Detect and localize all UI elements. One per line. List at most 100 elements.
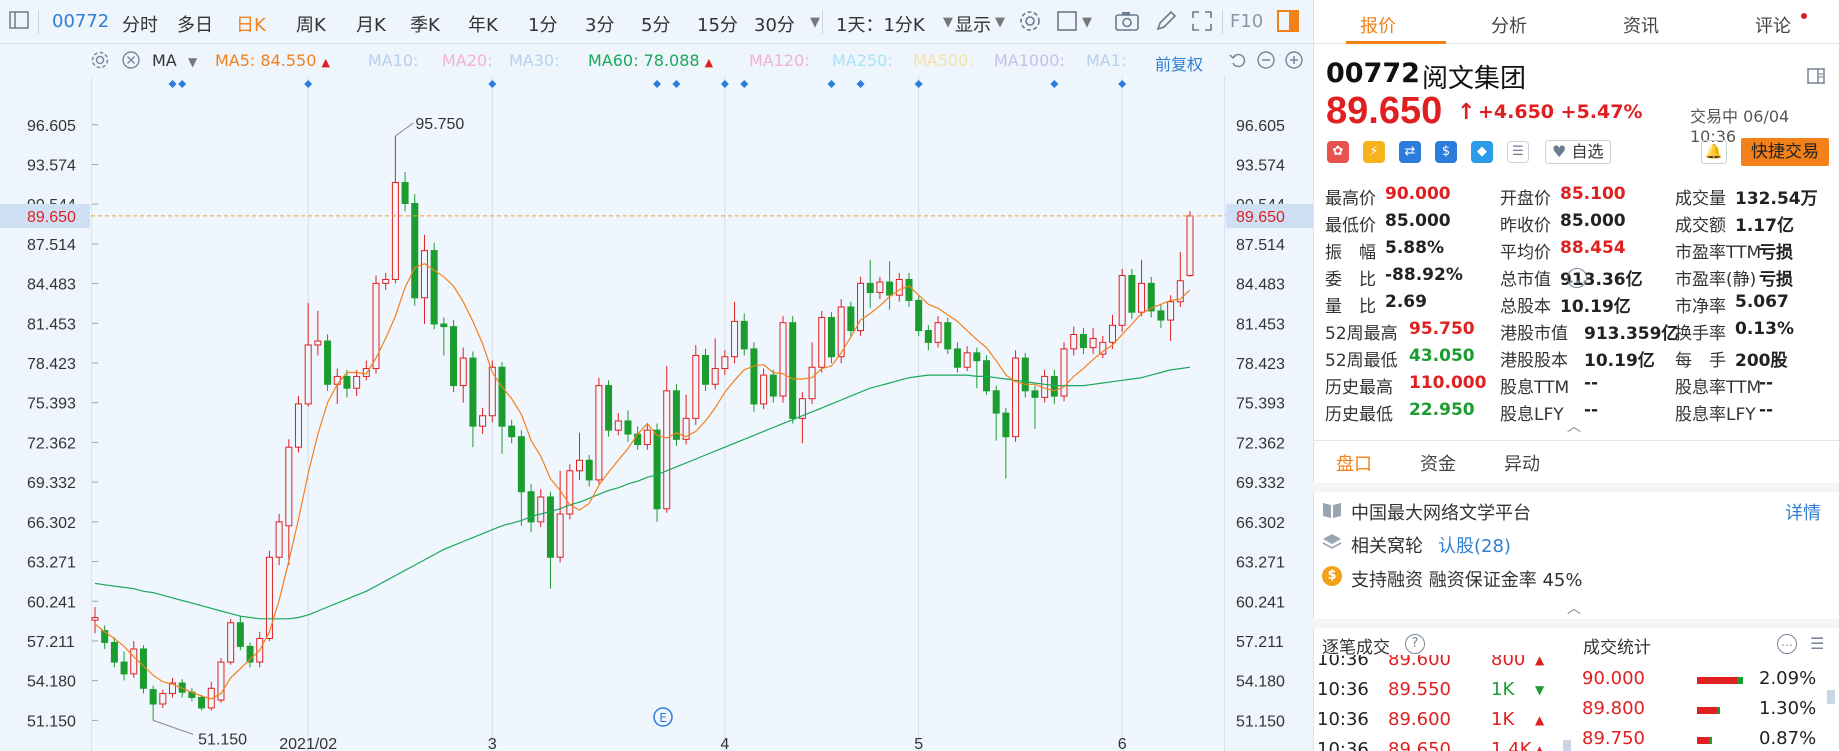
y-tick-label: 54.180 (27, 674, 76, 691)
last-price: 89.650 (1326, 90, 1443, 132)
scrollbar[interactable] (1827, 690, 1835, 704)
field-value: -- (1584, 400, 1599, 420)
sidebar-toggle-icon[interactable] (8, 9, 30, 36)
list-icon[interactable]: ☰ (1810, 634, 1825, 653)
ma-select[interactable]: MA (152, 51, 177, 70)
candle-body (1186, 215, 1194, 277)
stats-price: 89.750 (1582, 728, 1645, 749)
stock-code: 00772 (1326, 58, 1420, 89)
field-label: 港股股本 (1500, 351, 1568, 371)
candle-body (362, 368, 370, 377)
chevron-down-icon[interactable]: ▼ (943, 15, 953, 30)
period-tab-9[interactable]: 5分 (641, 15, 671, 36)
coin-icon: $ (1322, 566, 1342, 586)
f10-button[interactable]: F10 (1230, 11, 1264, 32)
chevron-down-icon[interactable]: ▼ (995, 15, 1005, 30)
fullscreen-icon[interactable] (1190, 9, 1214, 38)
stock-code-tab[interactable]: 00772 (52, 11, 110, 32)
tab-order-book[interactable]: 盘口 (1336, 454, 1372, 475)
tab-alerts[interactable]: 异动 (1504, 454, 1540, 475)
tab-news[interactable]: 资讯 (1623, 16, 1659, 37)
event-marker (672, 80, 681, 88)
panel-toggle-icon[interactable] (1276, 9, 1300, 38)
panel-layout-icon[interactable] (1806, 66, 1826, 90)
tab-quote[interactable]: 报价 (1360, 16, 1396, 37)
chevron-down-icon[interactable]: ▼ (810, 15, 820, 30)
candle-body (120, 661, 128, 675)
period-tab-0[interactable]: 分时 (122, 15, 158, 36)
event-marker (740, 80, 749, 88)
watchlist-button[interactable]: ♥ 自选 (1545, 140, 1611, 164)
pencil-icon[interactable] (1154, 9, 1178, 38)
note-icon[interactable]: ☰ (1507, 141, 1529, 163)
period-tab-3[interactable]: 周K (296, 15, 326, 36)
candle-body (915, 299, 923, 332)
period-tab-7[interactable]: 1分 (528, 15, 558, 36)
field-value: 200股 (1735, 351, 1788, 371)
period-tab-8[interactable]: 3分 (585, 15, 615, 36)
ma30-label: MA30: (509, 51, 560, 70)
undo-icon[interactable] (1228, 50, 1248, 74)
camera-icon[interactable] (1114, 9, 1140, 38)
zoom-in-icon[interactable] (1284, 50, 1304, 74)
x-tick-label: 2021/02 (279, 736, 337, 751)
detail-link[interactable]: 详情 (1785, 503, 1821, 524)
tab-comments[interactable]: 评论 (1755, 16, 1791, 37)
tab-fund-flow[interactable]: 资金 (1420, 454, 1456, 475)
field-label: 换手率 (1675, 324, 1726, 344)
bell-icon[interactable]: 🔔 (1701, 140, 1727, 164)
more-icon[interactable]: … (1567, 264, 1588, 288)
y-tick-label: 81.453 (27, 316, 76, 333)
period-tab-5[interactable]: 季K (410, 15, 440, 36)
help-icon[interactable]: ? (1405, 634, 1425, 654)
tag-icon[interactable]: ◆ (1471, 141, 1493, 163)
candle-body (595, 385, 603, 481)
period-tab-1[interactable]: 多日 (177, 15, 213, 36)
y-tick-label-right: 66.302 (1236, 515, 1285, 532)
chevron-down-icon[interactable]: ▼ (188, 55, 198, 69)
book-icon (1321, 500, 1343, 524)
gear-icon[interactable] (1018, 9, 1042, 38)
layers-icon (1321, 532, 1343, 556)
candle-body (605, 385, 613, 431)
collapse-icon[interactable]: ︿ (1567, 419, 1581, 435)
square-icon[interactable] (1056, 10, 1078, 37)
chart-panel: 00772 分时 多日 日K 周K 月K 季K 年K 1分 3分 5分 15分 30分 ▼ 1天：1分K… (0, 0, 1313, 751)
period-toolbar: 00772 分时 多日 日K 周K 月K 季K 年K 1分 3分 5分 15分 30分 ▼ 1天：1分K… (0, 0, 1313, 44)
field-label: 52周最高 (1325, 324, 1398, 344)
period-tab-10[interactable]: 15分 (697, 15, 738, 36)
candle-body (508, 425, 516, 438)
period-tab-4[interactable]: 月K (356, 15, 386, 36)
more-icon[interactable]: … (1777, 634, 1797, 654)
period-tab-6[interactable]: 年K (468, 15, 498, 36)
candle-body (973, 352, 981, 362)
period-tab-11[interactable]: 30分 (754, 15, 795, 36)
zoom-out-icon[interactable] (1256, 50, 1276, 74)
tick-price: 89.600 (1388, 709, 1451, 730)
period-tab-2[interactable]: 日K (236, 15, 266, 36)
hk-flag-icon[interactable]: ✿ (1327, 141, 1349, 163)
shuffle-icon[interactable]: ⇄ (1399, 141, 1421, 163)
candle-body (353, 375, 361, 389)
tick-time: 10:36 (1317, 739, 1369, 751)
candle-body (159, 693, 167, 705)
gear-icon[interactable] (90, 50, 110, 74)
ma1000-label: MA1000: (994, 51, 1065, 70)
collapse-icon[interactable]: ︿ (1567, 601, 1581, 617)
candle-body (101, 630, 109, 643)
candle-body (731, 320, 739, 358)
adjust-button[interactable]: 前复权 (1155, 55, 1204, 74)
multi-period-select[interactable]: 1天：1分K (836, 15, 925, 36)
y-tick-label-right: 69.332 (1236, 475, 1285, 492)
display-menu[interactable]: 显示 (955, 15, 991, 36)
chevron-down-icon[interactable]: ▼ (1082, 15, 1092, 30)
tab-analysis[interactable]: 分析 (1491, 16, 1527, 37)
quick-trade-button[interactable]: 快捷交易 (1741, 138, 1829, 166)
dollar-icon[interactable]: $ (1435, 141, 1457, 163)
flash-icon[interactable]: ⚡ (1363, 141, 1385, 163)
related-warrants-link[interactable]: 认股(28) (1438, 536, 1511, 557)
field-label: 历史最高 (1325, 378, 1393, 398)
close-icon[interactable] (121, 50, 141, 74)
scrollbar[interactable] (1563, 740, 1571, 751)
candlestick-chart[interactable]: 96.60596.60593.57493.57490.54490.54487.5… (0, 76, 1313, 751)
